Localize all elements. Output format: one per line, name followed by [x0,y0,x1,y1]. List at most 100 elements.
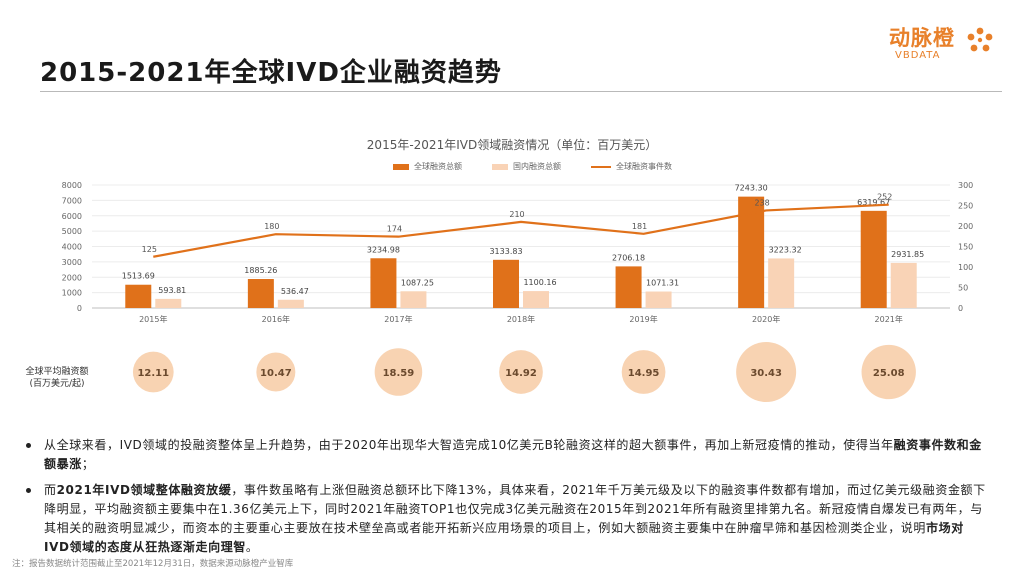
y-axis-right-tick: 200 [958,222,973,231]
bar-domestic [523,291,549,308]
bullet-text: 而 [44,483,57,497]
bullet-text: 。 [245,540,259,554]
y-axis-left-tick: 7000 [62,196,82,205]
bar-global [125,284,152,308]
avg-bubble [499,350,543,394]
page-title: 2015-2021年全球IVD企业融资趋势 [40,58,502,88]
bar-domestic [155,298,182,308]
legend-item-domestic: 国内融资总额 [492,161,561,172]
avg-amount-label-line2: (百万美元/起) [29,379,85,389]
legend-swatch-events [591,165,611,168]
x-axis-tick: 2019年 [629,314,657,324]
legend-label-global: 全球融资总额 [414,162,462,171]
x-axis-tick: 2020年 [752,314,780,324]
events-point-label: 252 [877,193,892,202]
avg-bubble [132,351,174,393]
avg-bubble-label: 30.43 [750,368,782,379]
avg-bubble [861,344,916,400]
bar-domestic-label: 1071.31 [646,279,679,288]
bullet-highlight-text: 市场对IVD领域的态度从狂热逐渐走向理智 [44,521,964,554]
bar-global-label: 3133.83 [489,247,522,256]
y-axis-right-tick: 0 [958,304,963,313]
bar-domestic [890,262,917,308]
bar-global-label: 3234.98 [367,245,400,254]
events-point-label: 125 [142,245,157,254]
avg-bubble-label: 18.59 [383,368,415,379]
bullet-text: 从全球来看，IVD领域的投融资整体呈上升趋势，由于2020年出现华大智造完成10… [44,438,894,452]
avg-bubble-label: 25.08 [873,368,905,379]
bar-global [493,259,519,308]
legend-label-domestic: 国内融资总额 [513,162,561,171]
bullet-item: 从全球来看，IVD领域的投融资整体呈上升趋势，由于2020年出现华大智造完成10… [24,436,986,474]
events-point-label: 238 [755,198,770,207]
bullet-text: ，事件数虽略有上涨但融资总额环比下降13%，具体来看，2021年千万美元级及以下… [44,483,986,535]
x-axis-tick: 2021年 [875,314,903,324]
avg-bubble-label: 14.95 [628,368,660,379]
y-axis-left-tick: 2000 [62,273,82,282]
bar-global [615,266,642,308]
y-axis-right-tick: 250 [958,202,973,211]
x-axis-tick: 2015年 [139,314,167,324]
legend-swatch-global [393,163,409,170]
brand-logo: 动脉橙 VBDATA [889,22,999,66]
legend-item-events: 全球融资事件数 [591,161,672,172]
bar-domestic [768,258,795,308]
bullet-highlight-text: 2021年IVD领域整体融资放缓 [56,483,232,497]
events-line [153,203,889,258]
logo-flower-icon [967,27,993,52]
y-axis-left-tick: 1000 [62,289,82,298]
bar-global-label: 2706.18 [612,253,645,262]
y-axis-right-tick: 300 [958,181,973,190]
y-axis-left-tick: 6000 [62,212,82,221]
events-point-label: 180 [264,222,279,231]
title-divider [40,91,1002,92]
logo-text-cn: 动脉橙 [889,26,955,50]
bar-domestic-label: 593.81 [158,286,186,295]
y-axis-left-tick: 5000 [62,227,82,236]
bullet-highlight-text: 融资事件数和金额暴涨 [44,438,982,471]
events-point-label: 174 [387,225,402,234]
bar-global [370,258,397,308]
bar-domestic [277,299,304,308]
legend-item-global: 全球融资总额 [393,161,462,172]
bar-domestic-label: 1100.16 [523,278,556,287]
bar-global-label: 7243.30 [735,184,768,193]
bar-domestic-label: 1087.25 [401,278,434,287]
events-point-label: 181 [632,222,647,231]
y-axis-left-tick: 0 [77,304,82,313]
bar-global-label: 6319.67 [857,198,890,207]
logo-text-en: VBDATA [895,50,941,61]
bar-global [860,210,887,308]
bar-global-label: 1513.69 [122,272,155,281]
avg-amount-label-line1: 全球平均融资额 [25,367,89,377]
x-axis-tick: 2017年 [384,314,412,324]
bar-domestic-label: 3223.32 [769,245,802,254]
avg-bubble [736,342,797,402]
ivd-financing-chart: 0 1000 2000 3000 4000 5000 6000 7000 8000 0 50 100 1… [62,181,973,402]
y-axis-left-tick: 4000 [62,243,82,252]
legend-label-events: 全球融资事件数 [616,162,672,171]
avg-bubble [621,350,666,394]
y-axis-right-tick: 50 [958,284,968,293]
events-point-label: 210 [509,210,524,219]
y-axis-left-tick: 3000 [62,258,82,267]
bullet-text: ； [81,457,95,471]
bar-domestic-label: 536.47 [281,287,309,296]
bar-domestic [400,291,427,308]
analysis-bullets: 从全球来看，IVD领域的投融资整体呈上升趋势，由于2020年出现华大智造完成10… [24,436,986,564]
avg-bubble-label: 12.11 [137,368,169,379]
avg-bubble [374,348,423,396]
chart-title: 2015年-2021年IVD领域融资情况（单位：百万美元） [366,138,658,152]
y-axis-right-tick: 150 [958,243,973,252]
bar-global [247,279,274,308]
y-axis-left-tick: 8000 [62,181,82,190]
avg-bubble-label: 10.47 [260,368,292,379]
bar-domestic [645,291,672,308]
bullet-item: 而2021年IVD领域整体融资放缓，事件数虽略有上涨但融资总额环比下降13%，具… [24,481,986,557]
avg-amount-label: 全球平均融资额 (百万美元/起) [14,366,100,390]
y-axis-right-tick: 100 [958,263,973,272]
bar-global-label: 1885.26 [244,266,277,275]
avg-bubble [256,352,296,392]
x-axis-tick: 2018年 [507,314,535,324]
chart-legend: 全球融资总额 国内融资总额 全球融资事件数 [393,161,672,172]
